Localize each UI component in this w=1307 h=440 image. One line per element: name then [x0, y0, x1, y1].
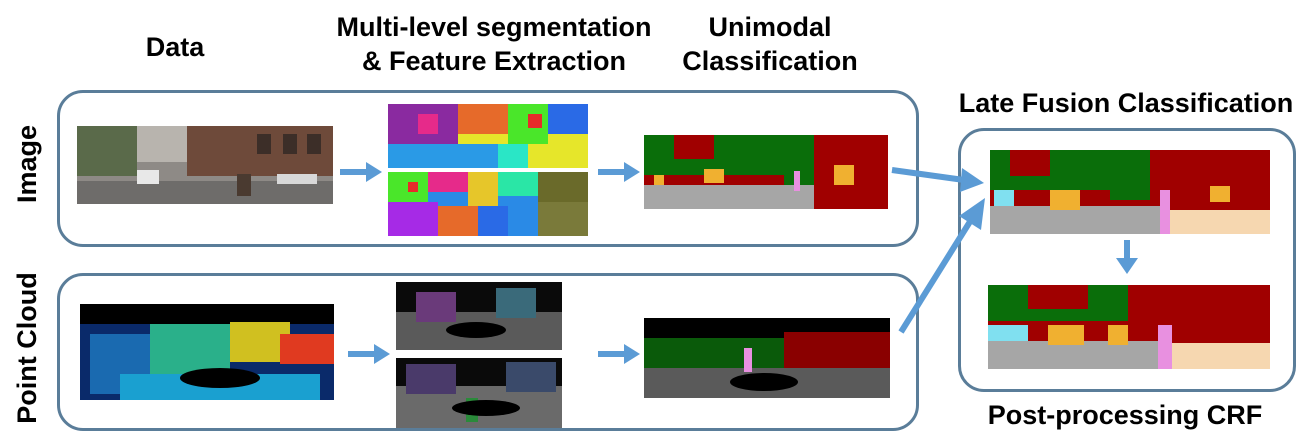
header-segmentation-line2: & Feature Extraction [361, 46, 627, 76]
crf-result [988, 285, 1270, 369]
header-data: Data [145, 32, 205, 62]
header-late-fusion: Late Fusion Classification [958, 88, 1294, 118]
header-unimodal-line1: Unimodal [708, 12, 832, 42]
image-unimodal-classification [644, 135, 888, 209]
arrow-pointcloud-segmentation-to-classification [598, 344, 640, 364]
point-cloud-segmentation-fine [396, 358, 562, 428]
late-fusion-result [990, 150, 1270, 234]
arrow-pointcloud-to-segmentation [348, 344, 390, 364]
point-cloud-row-box [57, 273, 919, 431]
row-label-image: Image [12, 124, 42, 204]
point-cloud-unimodal-classification [644, 318, 890, 398]
arrow-image-classification-to-fusion [891, 167, 984, 192]
header-segmentation-line1: Multi-level segmentation [336, 12, 652, 42]
image-row-box [57, 90, 919, 247]
image-segmentation-fine [388, 172, 588, 236]
late-fusion-box [958, 128, 1296, 392]
arrow-pointcloud-classification-to-fusion [898, 198, 985, 334]
header-unimodal-line2: Classification [682, 46, 858, 76]
arrow-fusion-to-crf [1116, 240, 1138, 274]
header-post-processing: Post-processing CRF [987, 400, 1263, 430]
row-label-point-cloud: Point Cloud [12, 272, 42, 424]
arrow-image-segmentation-to-classification [598, 162, 640, 182]
image-segmentation-coarse [388, 104, 588, 168]
point-cloud-segmentation-coarse [396, 282, 562, 350]
camera-image [77, 126, 333, 204]
point-cloud-scan [80, 304, 334, 400]
arrow-image-to-segmentation [340, 162, 382, 182]
